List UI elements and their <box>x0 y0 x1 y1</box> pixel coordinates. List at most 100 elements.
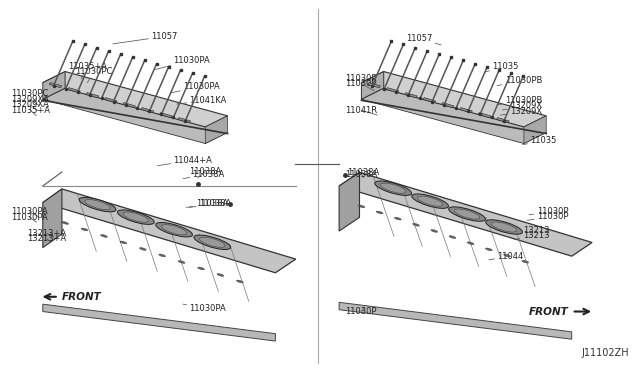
Polygon shape <box>524 116 546 144</box>
Polygon shape <box>205 116 228 144</box>
Ellipse shape <box>449 236 456 238</box>
Ellipse shape <box>467 242 474 245</box>
Text: 11038A: 11038A <box>186 199 228 208</box>
Ellipse shape <box>486 220 522 234</box>
Ellipse shape <box>156 222 193 237</box>
Polygon shape <box>362 71 546 127</box>
Polygon shape <box>141 108 154 113</box>
Polygon shape <box>339 172 592 256</box>
Ellipse shape <box>81 228 88 231</box>
Polygon shape <box>339 302 572 339</box>
Polygon shape <box>43 71 228 127</box>
Polygon shape <box>43 304 275 341</box>
Ellipse shape <box>522 260 529 263</box>
Polygon shape <box>43 71 65 99</box>
Ellipse shape <box>358 205 365 208</box>
Ellipse shape <box>120 241 127 244</box>
Polygon shape <box>123 103 136 108</box>
Ellipse shape <box>449 207 486 221</box>
Polygon shape <box>362 71 384 99</box>
Polygon shape <box>362 88 546 144</box>
Ellipse shape <box>217 273 224 276</box>
Ellipse shape <box>79 198 116 212</box>
Text: 11030PA: 11030PA <box>11 213 48 222</box>
Polygon shape <box>478 113 491 118</box>
Text: 11030PC: 11030PC <box>11 89 49 101</box>
Text: 11030P: 11030P <box>346 307 377 316</box>
Text: 11035+A: 11035+A <box>11 106 50 116</box>
Ellipse shape <box>85 199 110 210</box>
Polygon shape <box>159 113 172 118</box>
Text: 11057: 11057 <box>113 32 177 44</box>
Text: 13209X: 13209X <box>502 102 542 110</box>
Polygon shape <box>339 172 360 231</box>
Ellipse shape <box>118 210 154 224</box>
Polygon shape <box>68 88 80 93</box>
Ellipse shape <box>194 235 230 250</box>
Text: 11044: 11044 <box>489 251 524 261</box>
Polygon shape <box>497 118 509 123</box>
Text: 11030PA: 11030PA <box>11 207 48 217</box>
Text: 11030PA: 11030PA <box>183 304 226 314</box>
Text: J11102ZH: J11102ZH <box>581 348 629 358</box>
Polygon shape <box>43 88 228 144</box>
Text: 11030PA: 11030PA <box>154 56 210 70</box>
Polygon shape <box>423 97 436 103</box>
Text: 11044+A: 11044+A <box>157 155 212 166</box>
Text: 11038A: 11038A <box>346 170 378 179</box>
Ellipse shape <box>492 222 516 232</box>
Ellipse shape <box>200 237 225 247</box>
Ellipse shape <box>486 248 492 251</box>
Text: FRONT: FRONT <box>62 292 102 302</box>
Ellipse shape <box>376 211 383 214</box>
Text: 13213: 13213 <box>515 231 549 240</box>
Polygon shape <box>49 83 62 88</box>
Polygon shape <box>178 118 191 123</box>
Polygon shape <box>86 93 99 98</box>
Polygon shape <box>43 189 62 248</box>
Text: 11041KA: 11041KA <box>177 96 227 105</box>
Text: 11035: 11035 <box>523 137 557 145</box>
Text: 11030PB: 11030PB <box>497 96 542 105</box>
Text: 13213+A: 13213+A <box>27 229 66 238</box>
Ellipse shape <box>140 248 146 250</box>
Text: 11038A: 11038A <box>189 199 231 208</box>
Text: 11030PC: 11030PC <box>75 67 112 83</box>
Polygon shape <box>368 83 381 88</box>
Ellipse shape <box>412 194 449 208</box>
Ellipse shape <box>504 254 511 257</box>
Ellipse shape <box>61 222 68 224</box>
Ellipse shape <box>375 181 412 195</box>
Text: 11030P: 11030P <box>529 206 568 216</box>
Ellipse shape <box>394 217 401 220</box>
Text: 13209X: 13209X <box>500 107 542 116</box>
Text: 13213: 13213 <box>516 226 549 235</box>
Text: 13209XA: 13209XA <box>11 100 49 111</box>
Text: 11038A: 11038A <box>183 170 225 179</box>
Ellipse shape <box>100 235 108 237</box>
Polygon shape <box>460 108 472 113</box>
Ellipse shape <box>454 209 480 219</box>
Ellipse shape <box>413 224 419 226</box>
Text: 11041R: 11041R <box>346 106 378 115</box>
Text: 11030P: 11030P <box>346 79 377 91</box>
Text: 11030P: 11030P <box>527 212 568 221</box>
Text: 13213+A: 13213+A <box>27 234 66 243</box>
Ellipse shape <box>237 280 243 283</box>
Text: 11030PB: 11030PB <box>497 76 542 86</box>
Text: 11030P: 11030P <box>346 74 377 86</box>
Text: 11030PA: 11030PA <box>170 82 220 93</box>
Polygon shape <box>404 93 417 98</box>
Ellipse shape <box>431 230 438 232</box>
Ellipse shape <box>178 261 185 263</box>
Text: 11057: 11057 <box>406 34 441 45</box>
Text: 11038A: 11038A <box>189 167 221 178</box>
Ellipse shape <box>159 254 166 257</box>
Polygon shape <box>104 97 117 103</box>
Polygon shape <box>441 103 454 108</box>
Text: FRONT: FRONT <box>529 307 568 317</box>
Text: 11038A: 11038A <box>347 168 379 177</box>
Polygon shape <box>386 88 399 93</box>
Ellipse shape <box>198 267 204 270</box>
Polygon shape <box>43 189 296 273</box>
